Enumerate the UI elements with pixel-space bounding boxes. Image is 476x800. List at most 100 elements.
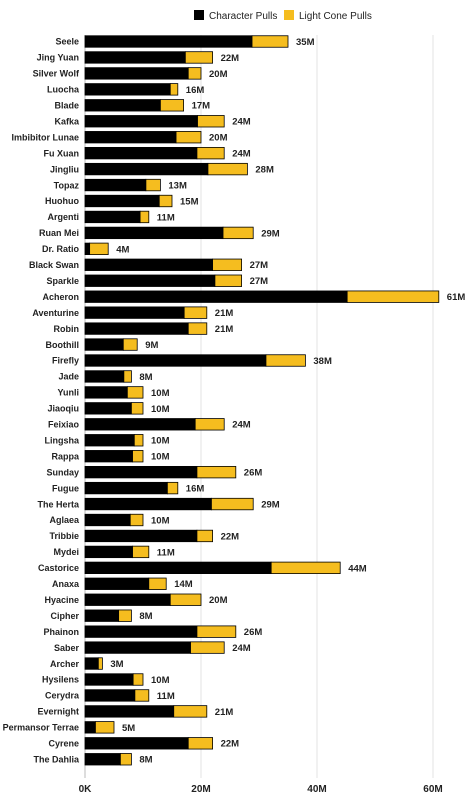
- category-label: Cipher: [50, 611, 79, 621]
- total-value-label: 24M: [232, 117, 251, 128]
- bar-character-pulls: [84, 322, 189, 335]
- total-value-label: 26M: [244, 627, 263, 638]
- bar-light-cone-pulls: [122, 338, 138, 351]
- category-label: Ruan Mei: [39, 228, 79, 238]
- bar-light-cone-pulls: [265, 354, 306, 367]
- bar-light-cone-pulls: [129, 513, 144, 527]
- bar-character-pulls: [84, 513, 131, 527]
- total-value-label: 11M: [157, 691, 175, 702]
- legend-swatch-character-pulls: [194, 10, 204, 20]
- category-label: Acheron: [42, 292, 79, 302]
- bar-character-pulls: [84, 258, 213, 271]
- bar-character-pulls: [84, 162, 209, 176]
- bar-character-pulls: [84, 545, 133, 559]
- bar-character-pulls: [84, 402, 132, 415]
- bar-character-pulls: [84, 242, 91, 256]
- bar-light-cone-pulls: [251, 35, 289, 48]
- bar-light-cone-pulls: [187, 67, 202, 80]
- bar-light-cone-pulls: [183, 306, 208, 319]
- bar-character-pulls: [84, 609, 120, 622]
- total-value-label: 17M: [192, 101, 211, 112]
- total-value-label: 20M: [209, 595, 228, 606]
- category-label: Saber: [54, 643, 80, 653]
- bar-character-pulls: [84, 481, 168, 495]
- total-value-label: 20M: [209, 133, 228, 144]
- category-label: Cerydra: [45, 691, 80, 701]
- bar-light-cone-pulls: [196, 625, 237, 638]
- bar-character-pulls: [84, 194, 160, 208]
- category-label: Sparkle: [46, 276, 79, 286]
- bar-character-pulls: [84, 290, 348, 303]
- bar-character-pulls: [84, 274, 216, 287]
- bar-light-cone-pulls: [132, 545, 150, 559]
- total-value-label: 28M: [255, 165, 274, 176]
- bar-light-cone-pulls: [89, 242, 109, 256]
- bar-light-cone-pulls: [346, 290, 440, 303]
- total-value-label: 16M: [186, 85, 205, 96]
- bar-light-cone-pulls: [169, 83, 179, 96]
- bar-character-pulls: [84, 99, 161, 112]
- category-label: Hysilens: [42, 675, 79, 685]
- category-label: Kafka: [54, 116, 80, 126]
- bar-character-pulls: [84, 306, 185, 319]
- total-value-label: 4M: [116, 244, 129, 255]
- legend: Character Pulls Light Cone Pulls: [194, 10, 372, 22]
- category-label: Feixiao: [48, 420, 80, 430]
- category-label: Firefly: [52, 356, 79, 366]
- bar-character-pulls: [84, 338, 124, 351]
- category-label: Archer: [50, 659, 80, 669]
- bar-character-pulls: [84, 83, 171, 96]
- bar-light-cone-pulls: [169, 593, 202, 606]
- category-label: Seele: [55, 37, 79, 47]
- bar-light-cone-pulls: [196, 146, 225, 160]
- category-label: Imbibitor Lunae: [12, 132, 80, 142]
- bar-character-pulls: [84, 178, 147, 192]
- bar-light-cone-pulls: [119, 753, 132, 766]
- legend-label-light-cone-pulls: Light Cone Pulls: [299, 11, 372, 22]
- category-label: Black Swan: [29, 260, 79, 270]
- total-value-label: 38M: [313, 356, 332, 367]
- legend-swatch-light-cone-pulls: [284, 10, 294, 20]
- bar-light-cone-pulls: [95, 721, 115, 734]
- bar-character-pulls: [84, 753, 121, 766]
- x-tick-label: 40M: [307, 784, 326, 795]
- total-value-label: 21M: [215, 707, 234, 718]
- bar-light-cone-pulls: [207, 162, 248, 176]
- bar-character-pulls: [84, 354, 267, 367]
- category-label: Dr. Ratio: [42, 244, 80, 254]
- total-value-label: 29M: [261, 228, 280, 239]
- category-label: Luocha: [47, 85, 80, 95]
- bar-character-pulls: [84, 115, 198, 128]
- category-label: Jingliu: [50, 164, 79, 174]
- total-value-label: 10M: [151, 388, 170, 399]
- bar-light-cone-pulls: [173, 705, 208, 718]
- category-label: The Herta: [37, 499, 80, 509]
- bar-light-cone-pulls: [197, 115, 225, 128]
- bar-character-pulls: [84, 51, 186, 64]
- bar-character-pulls: [84, 35, 253, 48]
- category-label: Silver Wolf: [33, 69, 80, 79]
- bar-light-cone-pulls: [270, 561, 341, 574]
- category-label: Jing Yuan: [37, 53, 79, 63]
- bar-light-cone-pulls: [222, 226, 254, 240]
- bar-character-pulls: [84, 673, 134, 686]
- bar-light-cone-pulls: [214, 274, 242, 287]
- category-label: Blade: [54, 101, 79, 111]
- bar-character-pulls: [84, 450, 133, 463]
- bar-character-pulls: [84, 131, 177, 144]
- category-label: Phainon: [44, 627, 80, 637]
- category-label: Mydei: [53, 547, 79, 557]
- bar-light-cone-pulls: [132, 673, 144, 686]
- total-value-label: 3M: [110, 659, 123, 670]
- legend-label-character-pulls: Character Pulls: [209, 11, 277, 22]
- bar-light-cone-pulls: [134, 689, 150, 702]
- bar-character-pulls: [84, 593, 171, 606]
- total-value-label: 13M: [168, 180, 187, 191]
- bars: Seele 35M Jing Yuan 22M Silver Wolf 20M Luocha…: [3, 35, 465, 766]
- bar-light-cone-pulls: [158, 194, 173, 208]
- category-label: Hyacine: [44, 595, 79, 605]
- bar-character-pulls: [84, 418, 196, 431]
- total-value-label: 15M: [180, 196, 199, 207]
- x-axis: 0K 20M 40M 60M: [79, 784, 443, 795]
